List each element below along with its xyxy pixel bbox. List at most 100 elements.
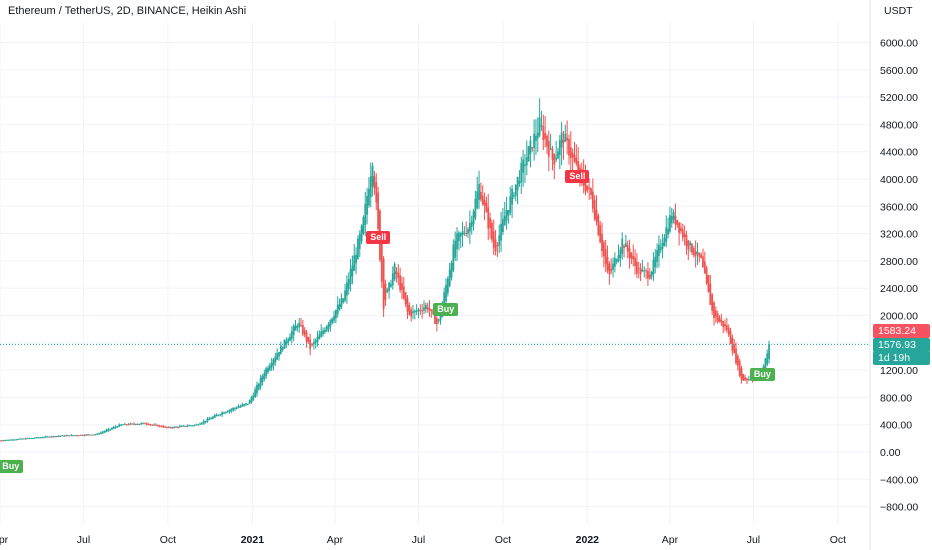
candle-body bbox=[235, 407, 238, 409]
candle-body bbox=[700, 254, 703, 258]
candle-body bbox=[325, 326, 328, 332]
candle-body bbox=[300, 324, 302, 326]
candle-body bbox=[145, 423, 148, 425]
candle-body bbox=[494, 239, 497, 252]
candle-body bbox=[46, 436, 49, 438]
candle-body bbox=[483, 199, 486, 206]
x-tick-label: Oct bbox=[830, 534, 846, 546]
candles bbox=[0, 98, 770, 442]
candle-body bbox=[490, 222, 493, 240]
candle-body bbox=[292, 326, 295, 335]
candle-body bbox=[766, 353, 769, 365]
candle-body bbox=[569, 147, 572, 159]
candle-body bbox=[652, 259, 655, 275]
candle-body bbox=[8, 439, 11, 441]
candle-body bbox=[412, 311, 414, 314]
candle-body bbox=[450, 262, 453, 278]
candle-body bbox=[713, 302, 715, 318]
candle-body bbox=[584, 179, 587, 192]
candle-body bbox=[0, 440, 1, 442]
candle-body bbox=[632, 255, 635, 260]
candle-body bbox=[676, 220, 679, 226]
candle-body bbox=[509, 196, 512, 213]
candle-body bbox=[386, 289, 389, 292]
candle-body bbox=[740, 368, 743, 380]
candle-body bbox=[667, 228, 670, 235]
candle-body bbox=[647, 270, 649, 279]
candle-body bbox=[423, 307, 425, 311]
candle-body bbox=[670, 215, 673, 224]
candle-body bbox=[340, 298, 343, 307]
candle-body bbox=[415, 310, 418, 312]
candle-body bbox=[281, 347, 284, 350]
candle-body bbox=[478, 184, 480, 200]
candle-body bbox=[621, 238, 624, 254]
time-axis[interactable]: Apr Jul Oct 2021 Apr Jul Oct 2022 Apr Jul Oct bbox=[0, 534, 846, 546]
candle-body bbox=[368, 188, 370, 206]
candle-body bbox=[683, 233, 686, 237]
candle-body bbox=[287, 339, 290, 343]
candle-body bbox=[608, 263, 611, 275]
candle-body bbox=[10, 439, 12, 441]
candle-body bbox=[402, 286, 405, 299]
candle-body bbox=[90, 434, 93, 436]
candle-body bbox=[200, 422, 203, 425]
candle-body bbox=[558, 140, 561, 156]
candle-body bbox=[197, 424, 200, 426]
candle-body bbox=[136, 424, 139, 426]
candle-body bbox=[208, 418, 211, 421]
candle-body bbox=[142, 422, 145, 424]
candle-body bbox=[485, 202, 488, 212]
candle-body bbox=[733, 344, 736, 353]
candle-body bbox=[722, 321, 725, 328]
candle-body bbox=[678, 222, 681, 233]
candle-body bbox=[89, 434, 91, 436]
candle-body bbox=[593, 200, 596, 220]
candle-body bbox=[597, 215, 600, 235]
candle-body bbox=[22, 438, 25, 440]
candle-body bbox=[738, 360, 741, 376]
candle-body bbox=[224, 411, 227, 414]
candle-body bbox=[716, 313, 719, 322]
candle-body bbox=[702, 256, 704, 267]
candle-body bbox=[553, 154, 556, 165]
candle-body bbox=[373, 176, 376, 189]
candle-body bbox=[595, 209, 598, 222]
candle-body bbox=[505, 210, 508, 221]
y-tick-label: 2400.00 bbox=[880, 283, 918, 295]
candle-body bbox=[123, 423, 126, 425]
candle-body bbox=[393, 263, 396, 280]
candle-body bbox=[178, 426, 181, 428]
candle-body bbox=[735, 348, 737, 364]
candle-body bbox=[401, 282, 403, 290]
candle-body bbox=[619, 249, 622, 258]
candle-body bbox=[290, 331, 293, 339]
candle-body bbox=[153, 424, 156, 426]
candle-body bbox=[634, 257, 636, 266]
candle-body bbox=[524, 164, 526, 167]
candle-body bbox=[210, 418, 212, 420]
candle-body bbox=[206, 418, 209, 422]
candle-body bbox=[575, 158, 578, 165]
candle-body bbox=[316, 336, 319, 342]
candle-body bbox=[166, 426, 168, 428]
candle-body bbox=[692, 248, 695, 256]
candle-body bbox=[579, 167, 581, 172]
candle-body bbox=[336, 304, 339, 315]
sell-signal-badge: Sell bbox=[565, 169, 590, 183]
candle-body bbox=[557, 151, 559, 159]
candle-body bbox=[536, 132, 539, 139]
candle-body bbox=[318, 334, 321, 340]
candle-body bbox=[546, 135, 548, 147]
candle-body bbox=[338, 304, 341, 310]
candle-body bbox=[333, 315, 335, 321]
candle-body bbox=[267, 367, 269, 373]
buy-signal-badge: Buy bbox=[749, 367, 775, 381]
price-axis[interactable]: 6000.00 5600.00 5200.00 4800.00 4400.00 4000.… bbox=[869, 0, 918, 550]
candle-body bbox=[669, 215, 671, 232]
candle-body bbox=[424, 304, 427, 310]
candle-body bbox=[285, 341, 288, 345]
candle-body bbox=[635, 261, 638, 274]
candle-body bbox=[718, 317, 721, 322]
